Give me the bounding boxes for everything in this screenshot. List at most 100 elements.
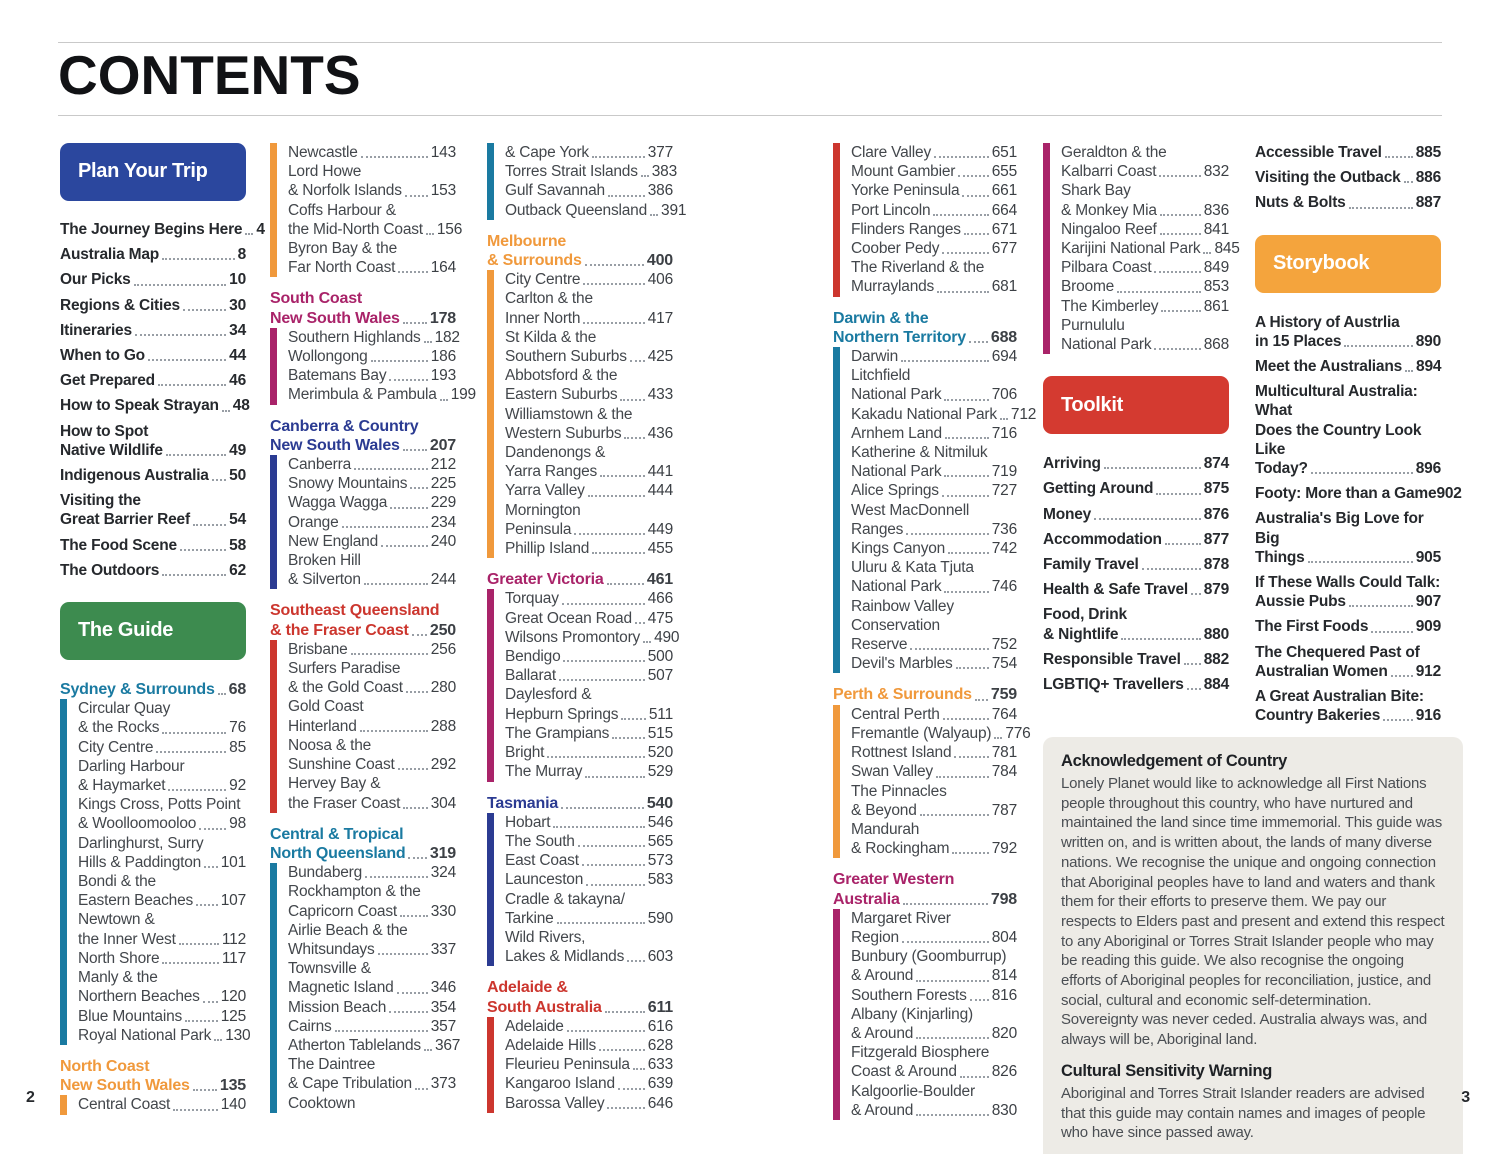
toc-entry-label: Ningaloo Reef (1061, 220, 1157, 238)
toc-entry-row: Arnhem Land 716 (851, 424, 1017, 443)
toc-page-number: 377 (647, 144, 673, 161)
toc-entry-line: Circular Quay (78, 700, 171, 718)
entry-group: Central Coast 140 (60, 1095, 246, 1115)
toc-entry: Albany (Kinjarling) & Around 820 (851, 1005, 1017, 1043)
toc-entry-label: Get Prepared (60, 372, 155, 390)
toc-entry-row: The First Foods 909 (1255, 617, 1441, 636)
toc-entry-label: the Mid-North Coast (288, 220, 423, 238)
dot-leader (584, 264, 644, 267)
dot-leader (1371, 630, 1413, 633)
toc-section: Perth & Surrounds 759 Central Perth 764 Frem… (833, 685, 1031, 859)
toc-entry-line: Multicultural Australia: What (1255, 383, 1418, 420)
toc-entry-label: Swan Valley (851, 763, 933, 781)
toc-entry: City Centre 406 (505, 270, 673, 289)
dot-leader (350, 653, 428, 656)
dot-leader (607, 194, 645, 197)
dot-leader (606, 583, 644, 586)
entry-group: A History of Austrlia in 15 Places 890 Meet… (1255, 313, 1462, 726)
dot-leader (591, 156, 645, 159)
toc-entry-row: Central Perth 764 (851, 705, 1017, 724)
dot-leader (214, 1038, 223, 1041)
toc-page-number: 681 (991, 278, 1017, 296)
dot-leader (397, 768, 428, 771)
toc-entry-label: Native Wildlife (60, 441, 163, 459)
toc-entry-row: Bundaberg 324 (288, 863, 456, 882)
toc-entry-line: If These Walls Could Talk: (1255, 574, 1441, 592)
dot-leader (952, 852, 989, 855)
toc-page-number: 826 (991, 1063, 1017, 1081)
dot-leader (410, 487, 428, 490)
toc-entry-row: Regions & Cities 30 (60, 296, 246, 315)
toc-entry-label: Eastern Suburbs (505, 386, 618, 404)
toc-entry-label: Mission Beach (288, 998, 387, 1016)
toc-entry-row: Family Travel 878 (1043, 555, 1229, 574)
toc-column-2: Newcastle 143 Lord Howe & Norfolk Islands 15… (270, 143, 476, 1113)
toc-section-header: Tasmania 540 (487, 794, 673, 813)
toc-page-number: 240 (430, 532, 456, 550)
toc-entry: Nuts & Bolts 887 (1255, 193, 1441, 212)
toc-entry-label: Magnetic Island (288, 979, 394, 997)
toc-page-number: 330 (430, 902, 456, 920)
dot-leader (1390, 675, 1413, 678)
entry-group: Clare Valley 651 Mount Gambier 655 Yorke Pen… (833, 143, 1017, 297)
toc-entry-label: Southern Highlands (288, 328, 421, 346)
toc-entry: Batemans Bay 193 (288, 366, 456, 385)
toc-entry-line: Kings Cross, Potts Point (78, 796, 241, 814)
toc-entry: Kalgoorlie-Boulder & Around 830 (851, 1082, 1017, 1120)
toc-entry: Indigenous Australia 50 (60, 466, 246, 485)
toc-section-header: Greater Victoria 461 (487, 570, 673, 589)
toc-entry-row: Australia Map 8 (60, 245, 246, 264)
toc-entry-row: Accessible Travel 885 (1255, 143, 1441, 162)
toc-entry-line: Adelaide & (487, 979, 568, 997)
toc-entry-label: Murraylands (851, 278, 935, 296)
toc-entry: The Food Scene 58 (60, 536, 246, 555)
toc-section: Melbourne & Surrounds 400 City Centre 406 Car… (487, 232, 673, 559)
toc-entry-row: Magnetic Island 346 (288, 978, 456, 997)
toc-entry-label: the Inner West (78, 930, 176, 948)
dot-leader (558, 679, 645, 682)
toc-page-number: 511 (648, 705, 673, 723)
toc-entry-label: Southern Forests (851, 986, 967, 1004)
toc-entry-row: Australian Women 912 (1255, 662, 1441, 681)
toc-entry: City Centre 85 (78, 738, 246, 757)
toc-entry-row: & Norfolk Islands 153 (288, 181, 456, 200)
dot-leader (1164, 543, 1201, 546)
toc-page-number: 44 (229, 347, 246, 365)
toc-entry-row: & Silverton 244 (288, 570, 456, 589)
toc-entry-row: & Around 820 (851, 1024, 1017, 1043)
toc-entry-label: & Around (851, 1101, 914, 1119)
toc-entry: Darlinghurst, Surry Hills & Paddington 101 (78, 834, 246, 872)
toc-page-number: 879 (1203, 581, 1229, 599)
toc-entry-label: Bundaberg (288, 864, 363, 882)
dot-leader (974, 698, 988, 701)
toc-section-header: North Coast New South Wales 135 (60, 1057, 246, 1095)
page-number-right: 3 (1461, 1089, 1470, 1106)
toc-entry-label: The First Foods (1255, 618, 1369, 636)
toc-entry-row: Kings Canyon 742 (851, 539, 1017, 558)
toc-entry-label: Blue Mountains (78, 1007, 183, 1025)
toc-entry-label: Aussie Pubs (1255, 593, 1346, 611)
toc-entry-row: Barossa Valley 646 (505, 1094, 673, 1113)
dot-leader (1344, 345, 1413, 348)
dot-leader (354, 468, 428, 471)
dot-leader (634, 621, 645, 624)
acknowledgement-box: Acknowledgement of Country Lonely Planet… (1043, 737, 1463, 1154)
toc-page-number: 135 (219, 1077, 246, 1095)
toc-entry-row: & the Fraser Coast 250 (270, 621, 456, 640)
toc-entry: Launceston 583 (505, 870, 673, 889)
toc-entry-row: Coober Pedy 677 (851, 239, 1017, 258)
toc-page-number: 909 (1415, 618, 1441, 636)
toc-entry-label: Hepburn Springs (505, 705, 619, 723)
toc-page-number: 49 (229, 441, 246, 459)
toc-page-number: 441 (647, 463, 673, 481)
toc-entry-label: Orange (288, 513, 339, 531)
dot-leader (640, 175, 649, 178)
toc-page-number: 752 (991, 636, 1017, 654)
toc-entry-label: & Rockingham (851, 840, 950, 858)
toc-entry-label: National Park (851, 578, 942, 596)
toc-entry: Swan Valley 784 (851, 762, 1017, 781)
toc-entry-line: Newtown & (78, 911, 155, 929)
toc-entry-label: Arnhem Land (851, 424, 942, 442)
dot-leader (334, 1029, 428, 1032)
toc-entry-label: Tarkine (505, 909, 554, 927)
